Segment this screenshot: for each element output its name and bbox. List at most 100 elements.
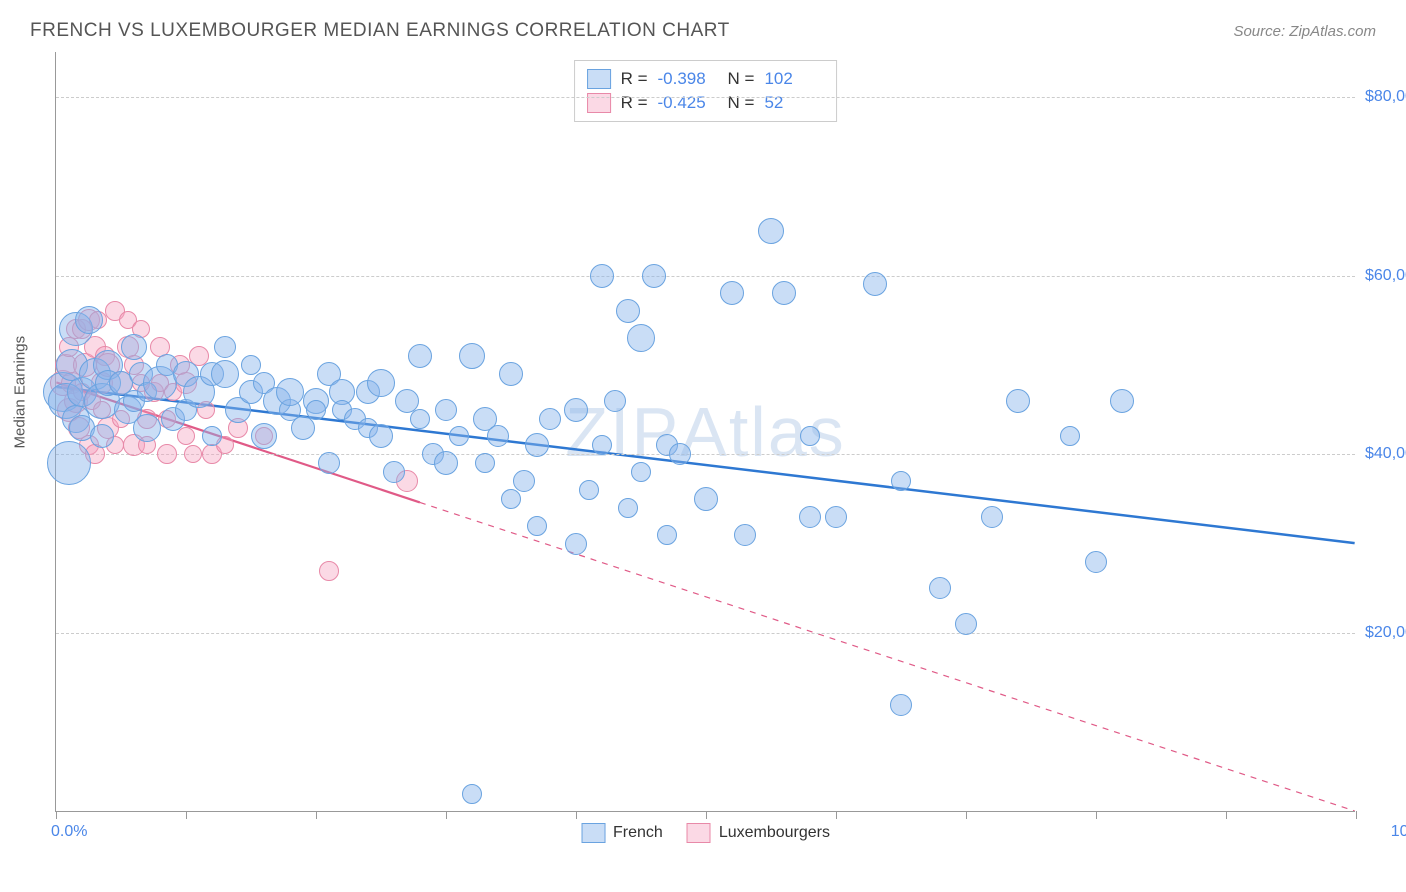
source-attribution: Source: ZipAtlas.com [1233, 23, 1376, 40]
data-point-french [758, 218, 784, 244]
chart-title: FRENCH VS LUXEMBOURGER MEDIAN EARNINGS C… [30, 20, 730, 42]
data-point-french [1085, 551, 1107, 573]
data-point-french [604, 390, 626, 412]
data-point-french [720, 281, 744, 305]
scatter-chart: ZIPAtlas R = -0.398 N = 102 R = -0.425 N… [55, 52, 1355, 812]
correlation-stats-box: R = -0.398 N = 102 R = -0.425 N = 52 [574, 60, 838, 122]
data-point-french [799, 506, 821, 528]
data-point-french [475, 453, 495, 473]
data-point-french [579, 480, 599, 500]
legend-item-lux: Luxembourgers [687, 823, 830, 843]
y-tick-label: $20,000 [1365, 624, 1406, 642]
data-point-french [981, 506, 1003, 528]
r-value-french: -0.398 [658, 69, 718, 89]
data-point-french [616, 299, 640, 323]
data-point-french [631, 462, 651, 482]
data-point-french [527, 516, 547, 536]
data-point-french [694, 487, 718, 511]
data-point-french [434, 451, 458, 475]
data-point-french [462, 784, 482, 804]
data-point-french [408, 344, 432, 368]
y-tick-label: $60,000 [1365, 267, 1406, 285]
data-point-french [1060, 426, 1080, 446]
data-point-french [669, 443, 691, 465]
data-point-french [564, 398, 588, 422]
data-point-french [410, 409, 430, 429]
x-tick [706, 811, 707, 819]
watermark-atlas: Atlas [680, 393, 846, 471]
data-point-french [47, 441, 91, 485]
data-point-french [276, 378, 304, 406]
data-point-french [241, 355, 261, 375]
n-value-french: 102 [764, 69, 824, 89]
data-point-french [251, 423, 277, 449]
data-point-french [929, 577, 951, 599]
x-tick [56, 811, 57, 819]
data-point-french [772, 281, 796, 305]
data-point-french [291, 416, 315, 440]
data-point-french [513, 470, 535, 492]
legend-label-french: French [613, 824, 663, 842]
legend-swatch-pink [687, 823, 711, 843]
data-point-french [90, 424, 114, 448]
data-point-french [499, 362, 523, 386]
data-point-french [435, 399, 457, 421]
data-point-luxembourgers [184, 445, 202, 463]
data-point-french [627, 324, 655, 352]
data-point-french [642, 264, 666, 288]
data-point-french [657, 525, 677, 545]
legend-item-french: French [581, 823, 663, 843]
data-point-french [525, 433, 549, 457]
data-point-french [367, 369, 395, 397]
gridline [56, 97, 1355, 98]
data-point-french [863, 272, 887, 296]
stats-row-lux: R = -0.425 N = 52 [587, 91, 825, 115]
legend: French Luxembourgers [581, 823, 830, 843]
x-axis-min-label: 0.0% [51, 823, 87, 841]
data-point-french [825, 506, 847, 528]
data-point-french [1110, 389, 1134, 413]
x-tick [1356, 811, 1357, 819]
x-tick [836, 811, 837, 819]
gridline [56, 633, 1355, 634]
data-point-french [1006, 389, 1030, 413]
data-point-french [565, 533, 587, 555]
x-tick [1096, 811, 1097, 819]
x-tick [576, 811, 577, 819]
data-point-french [891, 471, 911, 491]
r-label: R = [621, 69, 648, 89]
y-tick-label: $80,000 [1365, 88, 1406, 106]
data-point-french [369, 424, 393, 448]
gridline [56, 454, 1355, 455]
data-point-luxembourgers [157, 444, 177, 464]
swatch-blue [587, 69, 611, 89]
data-point-french [890, 694, 912, 716]
x-tick [186, 811, 187, 819]
legend-label-lux: Luxembourgers [719, 824, 830, 842]
data-point-french [133, 414, 161, 442]
data-point-french [306, 400, 326, 420]
data-point-french [800, 426, 820, 446]
data-point-french [202, 426, 222, 446]
data-point-french [590, 264, 614, 288]
data-point-french [383, 461, 405, 483]
n-label: N = [728, 69, 755, 89]
data-point-french [214, 336, 236, 358]
data-point-french [539, 408, 561, 430]
data-point-french [318, 452, 340, 474]
data-point-french [487, 425, 509, 447]
legend-swatch-blue [581, 823, 605, 843]
data-point-french [459, 343, 485, 369]
data-point-french [121, 334, 147, 360]
data-point-french [75, 306, 103, 334]
x-tick [966, 811, 967, 819]
data-point-french [955, 613, 977, 635]
stats-row-french: R = -0.398 N = 102 [587, 67, 825, 91]
x-axis-max-label: 100.0% [1391, 823, 1406, 841]
x-tick [316, 811, 317, 819]
y-tick-label: $40,000 [1365, 445, 1406, 463]
data-point-french [449, 426, 469, 446]
gridline [56, 276, 1355, 277]
y-axis-label: Median Earnings [12, 336, 29, 449]
x-tick [446, 811, 447, 819]
